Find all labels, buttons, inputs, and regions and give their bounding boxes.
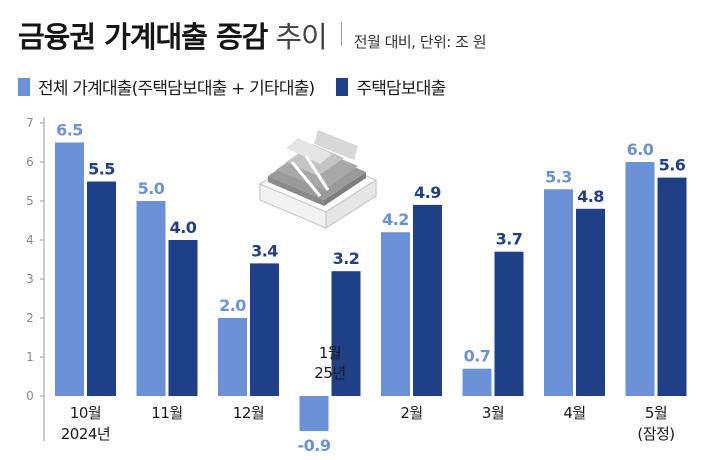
bar-total xyxy=(136,201,166,396)
chart-title: 금융권 가계대출 증감 xyxy=(18,20,268,54)
y-tick-label: 5 xyxy=(26,194,34,208)
bar-mortgage xyxy=(331,271,361,396)
chart-title-suffix: 추이 xyxy=(275,20,327,54)
x-category-label: 11월 xyxy=(151,404,182,422)
chart-header: 금융권 가계대출 증감 추이 전월 대비, 단위: 조 원 xyxy=(18,14,487,54)
data-label-mortgage: 3.7 xyxy=(496,230,523,249)
x-category-label: 2월 xyxy=(400,404,422,422)
bar-mortgage xyxy=(87,181,116,396)
bar-total xyxy=(544,189,573,396)
y-tick-label: 1 xyxy=(26,350,34,364)
data-label-total: 2.0 xyxy=(219,296,246,315)
legend-swatch-mortgage xyxy=(336,77,349,96)
x-category-label: 1월 xyxy=(319,344,341,362)
bar-mortgage xyxy=(168,240,198,396)
legend-item-mortgage: 주택담보대출 xyxy=(336,74,446,99)
x-category-label: 12월 xyxy=(233,404,264,422)
legend-item-total: 전체 가계대출(주택담보대출 + 기타대출) xyxy=(18,74,315,99)
data-label-mortgage: 4.8 xyxy=(577,187,604,206)
bar-mortgage xyxy=(657,177,687,396)
chart-subtitle: 전월 대비, 단위: 조 원 xyxy=(353,33,487,51)
x-category-label: 2024년 xyxy=(61,425,110,443)
y-tick-label: 6 xyxy=(26,155,34,169)
x-category-label: (잠정) xyxy=(637,425,674,443)
y-tick-label: 0 xyxy=(26,389,34,403)
legend-label-mortgage: 주택담보대출 xyxy=(356,79,446,99)
legend-swatch-total xyxy=(18,77,30,96)
legend-label-total: 전체 가계대출(주택담보대출 + 기타대출) xyxy=(38,79,315,99)
legend: 전체 가계대출(주택담보대출 + 기타대출) 주택담보대출 xyxy=(18,74,467,99)
data-label-total: 6.0 xyxy=(627,140,654,159)
y-tick-label: 2 xyxy=(26,311,34,325)
bar-total xyxy=(625,162,655,396)
data-label-total: 4.2 xyxy=(382,210,409,229)
bar-mortgage xyxy=(576,208,605,396)
data-label-mortgage: 4.9 xyxy=(414,183,441,202)
x-category-label: 4월 xyxy=(563,404,585,422)
data-label-mortgage: 3.4 xyxy=(251,241,278,260)
bar-mortgage xyxy=(250,263,279,396)
y-tick-label: 7 xyxy=(26,116,34,130)
data-label-mortgage: 3.2 xyxy=(333,249,360,268)
data-label-mortgage: 5.6 xyxy=(659,156,686,175)
x-category-label: 3월 xyxy=(482,404,504,422)
money-stack-icon xyxy=(258,130,378,230)
data-label-total: 5.3 xyxy=(545,167,572,186)
x-category-label: 5월 xyxy=(645,404,667,422)
bar-total xyxy=(299,396,329,432)
bar-mortgage xyxy=(413,204,442,396)
data-label-mortgage: 4.0 xyxy=(170,218,197,237)
bar-mortgage xyxy=(494,251,524,396)
bar-total xyxy=(55,142,84,396)
y-tick-label: 4 xyxy=(26,233,34,247)
bar-total xyxy=(462,368,492,396)
bar-total xyxy=(381,232,410,396)
data-label-total: 6.5 xyxy=(56,121,83,140)
data-label-total: 5.0 xyxy=(138,179,165,198)
data-label-total: -0.9 xyxy=(298,436,331,455)
data-label-total: 0.7 xyxy=(464,347,491,366)
bar-total xyxy=(218,318,247,396)
title-divider xyxy=(340,22,342,46)
y-tick-label: 3 xyxy=(26,272,34,286)
data-label-mortgage: 5.5 xyxy=(88,160,115,179)
x-category-label: 25년 xyxy=(314,364,345,382)
x-category-label: 10월 xyxy=(70,404,101,422)
